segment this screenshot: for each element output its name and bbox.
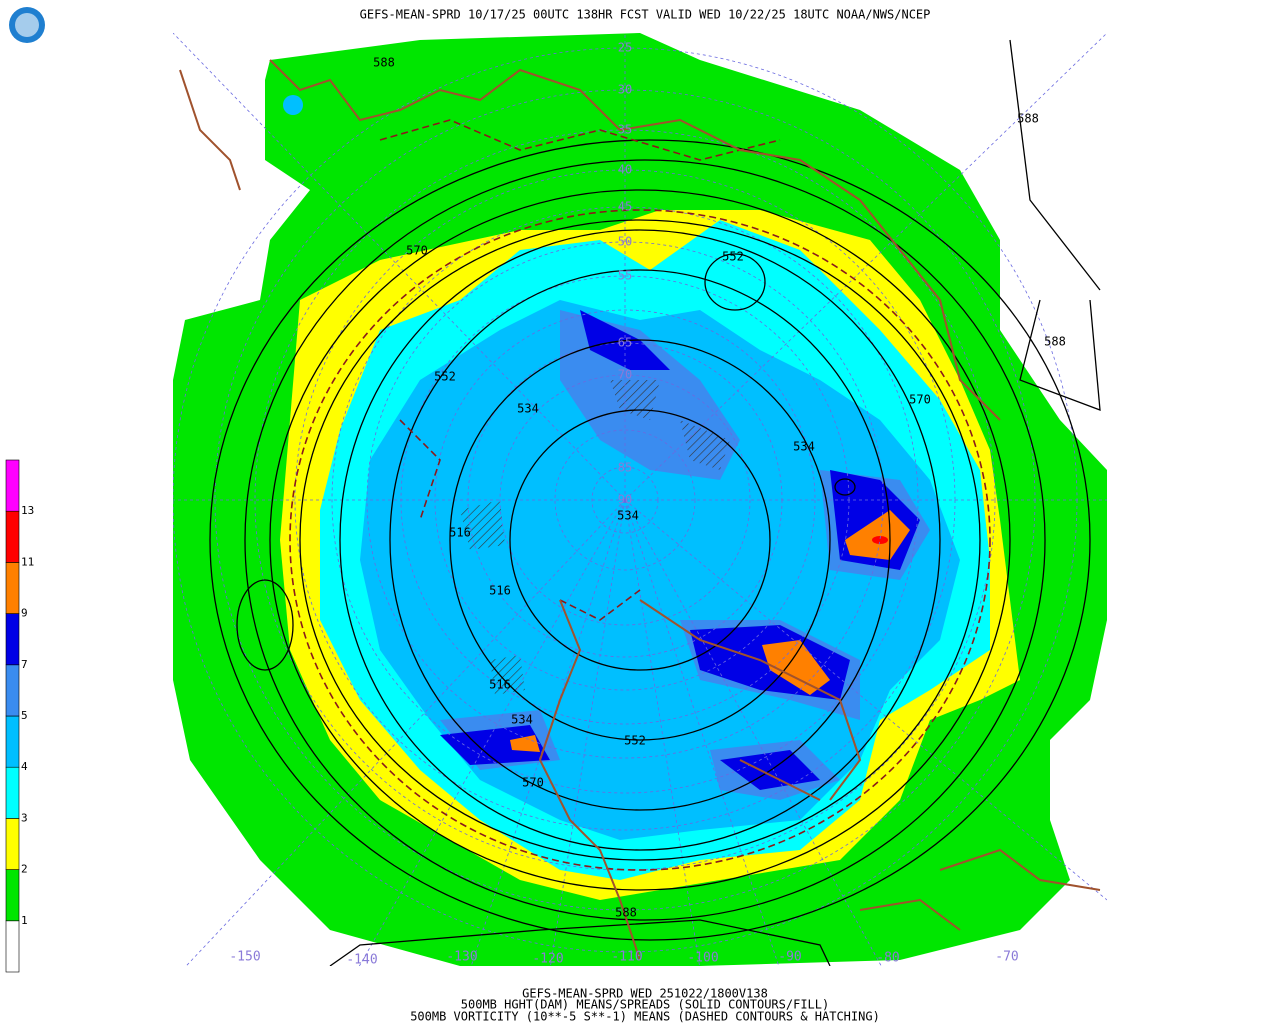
latitude-label: 65 (618, 336, 632, 350)
latitude-labels: 25 30 35 40 45 50 55 65 70 85 90 (618, 41, 632, 507)
longitude-label: -140 (346, 953, 377, 968)
contour-label: 534 (793, 440, 815, 454)
longitude-label: -130 (446, 950, 477, 965)
contour-label: 552 (434, 370, 456, 384)
latitude-label: 85 (618, 461, 632, 475)
legend-label: 11 (21, 555, 34, 568)
latitude-label: 30 (618, 83, 632, 97)
legend-swatch (5, 459, 20, 512)
contour-label: 552 (722, 250, 744, 264)
longitude-label: -110 (611, 950, 642, 965)
spread-fill-7 (510, 510, 910, 752)
legend-label: 7 (21, 658, 28, 671)
contour-label: 570 (406, 244, 428, 258)
latitude-label: 70 (618, 368, 632, 382)
longitude-label: -120 (532, 952, 563, 967)
longitude-label: -80 (876, 951, 899, 966)
legend-label: 4 (21, 760, 28, 773)
legend-swatch (5, 613, 20, 666)
contour-labels: 588 588 570 552 534 552 570 534 534 516 … (373, 56, 1066, 920)
legend-swatch (5, 664, 20, 717)
spread-fill-8 (872, 536, 888, 544)
color-legend: 1 2 3 4 5 7 9 11 13 (5, 459, 34, 973)
contour-label: 570 (909, 393, 931, 407)
contour-label: 516 (489, 678, 511, 692)
longitude-label: -70 (995, 950, 1018, 965)
contour-label: 516 (489, 584, 511, 598)
longitude-label: -100 (687, 951, 718, 966)
legend-label: 13 (21, 504, 34, 517)
latitude-label: 90 (618, 493, 632, 507)
contour-label: 570 (522, 776, 544, 790)
contour-label: 588 (615, 906, 637, 920)
latitude-label: 45 (618, 200, 632, 214)
legend-label: 9 (21, 607, 28, 620)
legend-swatch (5, 562, 20, 614)
legend-swatch (5, 920, 20, 973)
contour-label: 588 (373, 56, 395, 70)
latitude-label: 25 (618, 41, 632, 55)
contour-label: 588 (1017, 112, 1039, 126)
coastlines (179, 59, 1101, 961)
longitude-label: -90 (778, 950, 801, 965)
map-field: 588 588 570 552 534 552 570 534 534 516 … (173, 33, 1107, 966)
vorticity-contours (289, 119, 991, 871)
graticule (173, 33, 1107, 966)
contour-label: 534 (511, 713, 533, 727)
footer-line: 500MB HGHT(DAM) MEANS/SPREADS (SOLID CON… (461, 998, 829, 1012)
contour-label: 588 (1044, 335, 1066, 349)
contour-label: 534 (617, 509, 639, 523)
latitude-label: 50 (618, 235, 632, 249)
spread-fill-4 (283, 95, 303, 115)
contour-label: 552 (624, 734, 646, 748)
legend-swatch (5, 715, 20, 768)
height-contours (209, 39, 1101, 966)
longitude-label: -150 (229, 950, 260, 965)
latitude-label: 55 (618, 269, 632, 283)
longitude-labels: -150 -140 -130 -120 -110 -100 -90 -80 -7… (229, 950, 1018, 968)
legend-swatch (5, 818, 20, 870)
latitude-label: 40 (618, 163, 632, 177)
noaa-logo-inner (15, 13, 39, 37)
contour-label: 534 (517, 402, 539, 416)
legend-swatch (5, 510, 20, 563)
footer-line: 500MB VORTICITY (10**-5 S**-1) MEANS (DA… (410, 1010, 880, 1024)
footer-line: GEFS-MEAN-SPRD WED 251022/1800V138 (522, 987, 768, 1001)
legend-swatch (5, 766, 20, 819)
contour-label: 516 (449, 526, 471, 540)
legend-swatch (5, 869, 20, 922)
legend-label: 3 (21, 811, 28, 824)
legend-label: 1 (21, 914, 28, 927)
map-title: GEFS-MEAN-SPRD 10/17/25 00UTC 138HR FCST… (360, 8, 931, 22)
legend-label: 2 (21, 863, 28, 876)
latitude-label: 35 (618, 123, 632, 137)
legend-label: 5 (21, 709, 28, 722)
